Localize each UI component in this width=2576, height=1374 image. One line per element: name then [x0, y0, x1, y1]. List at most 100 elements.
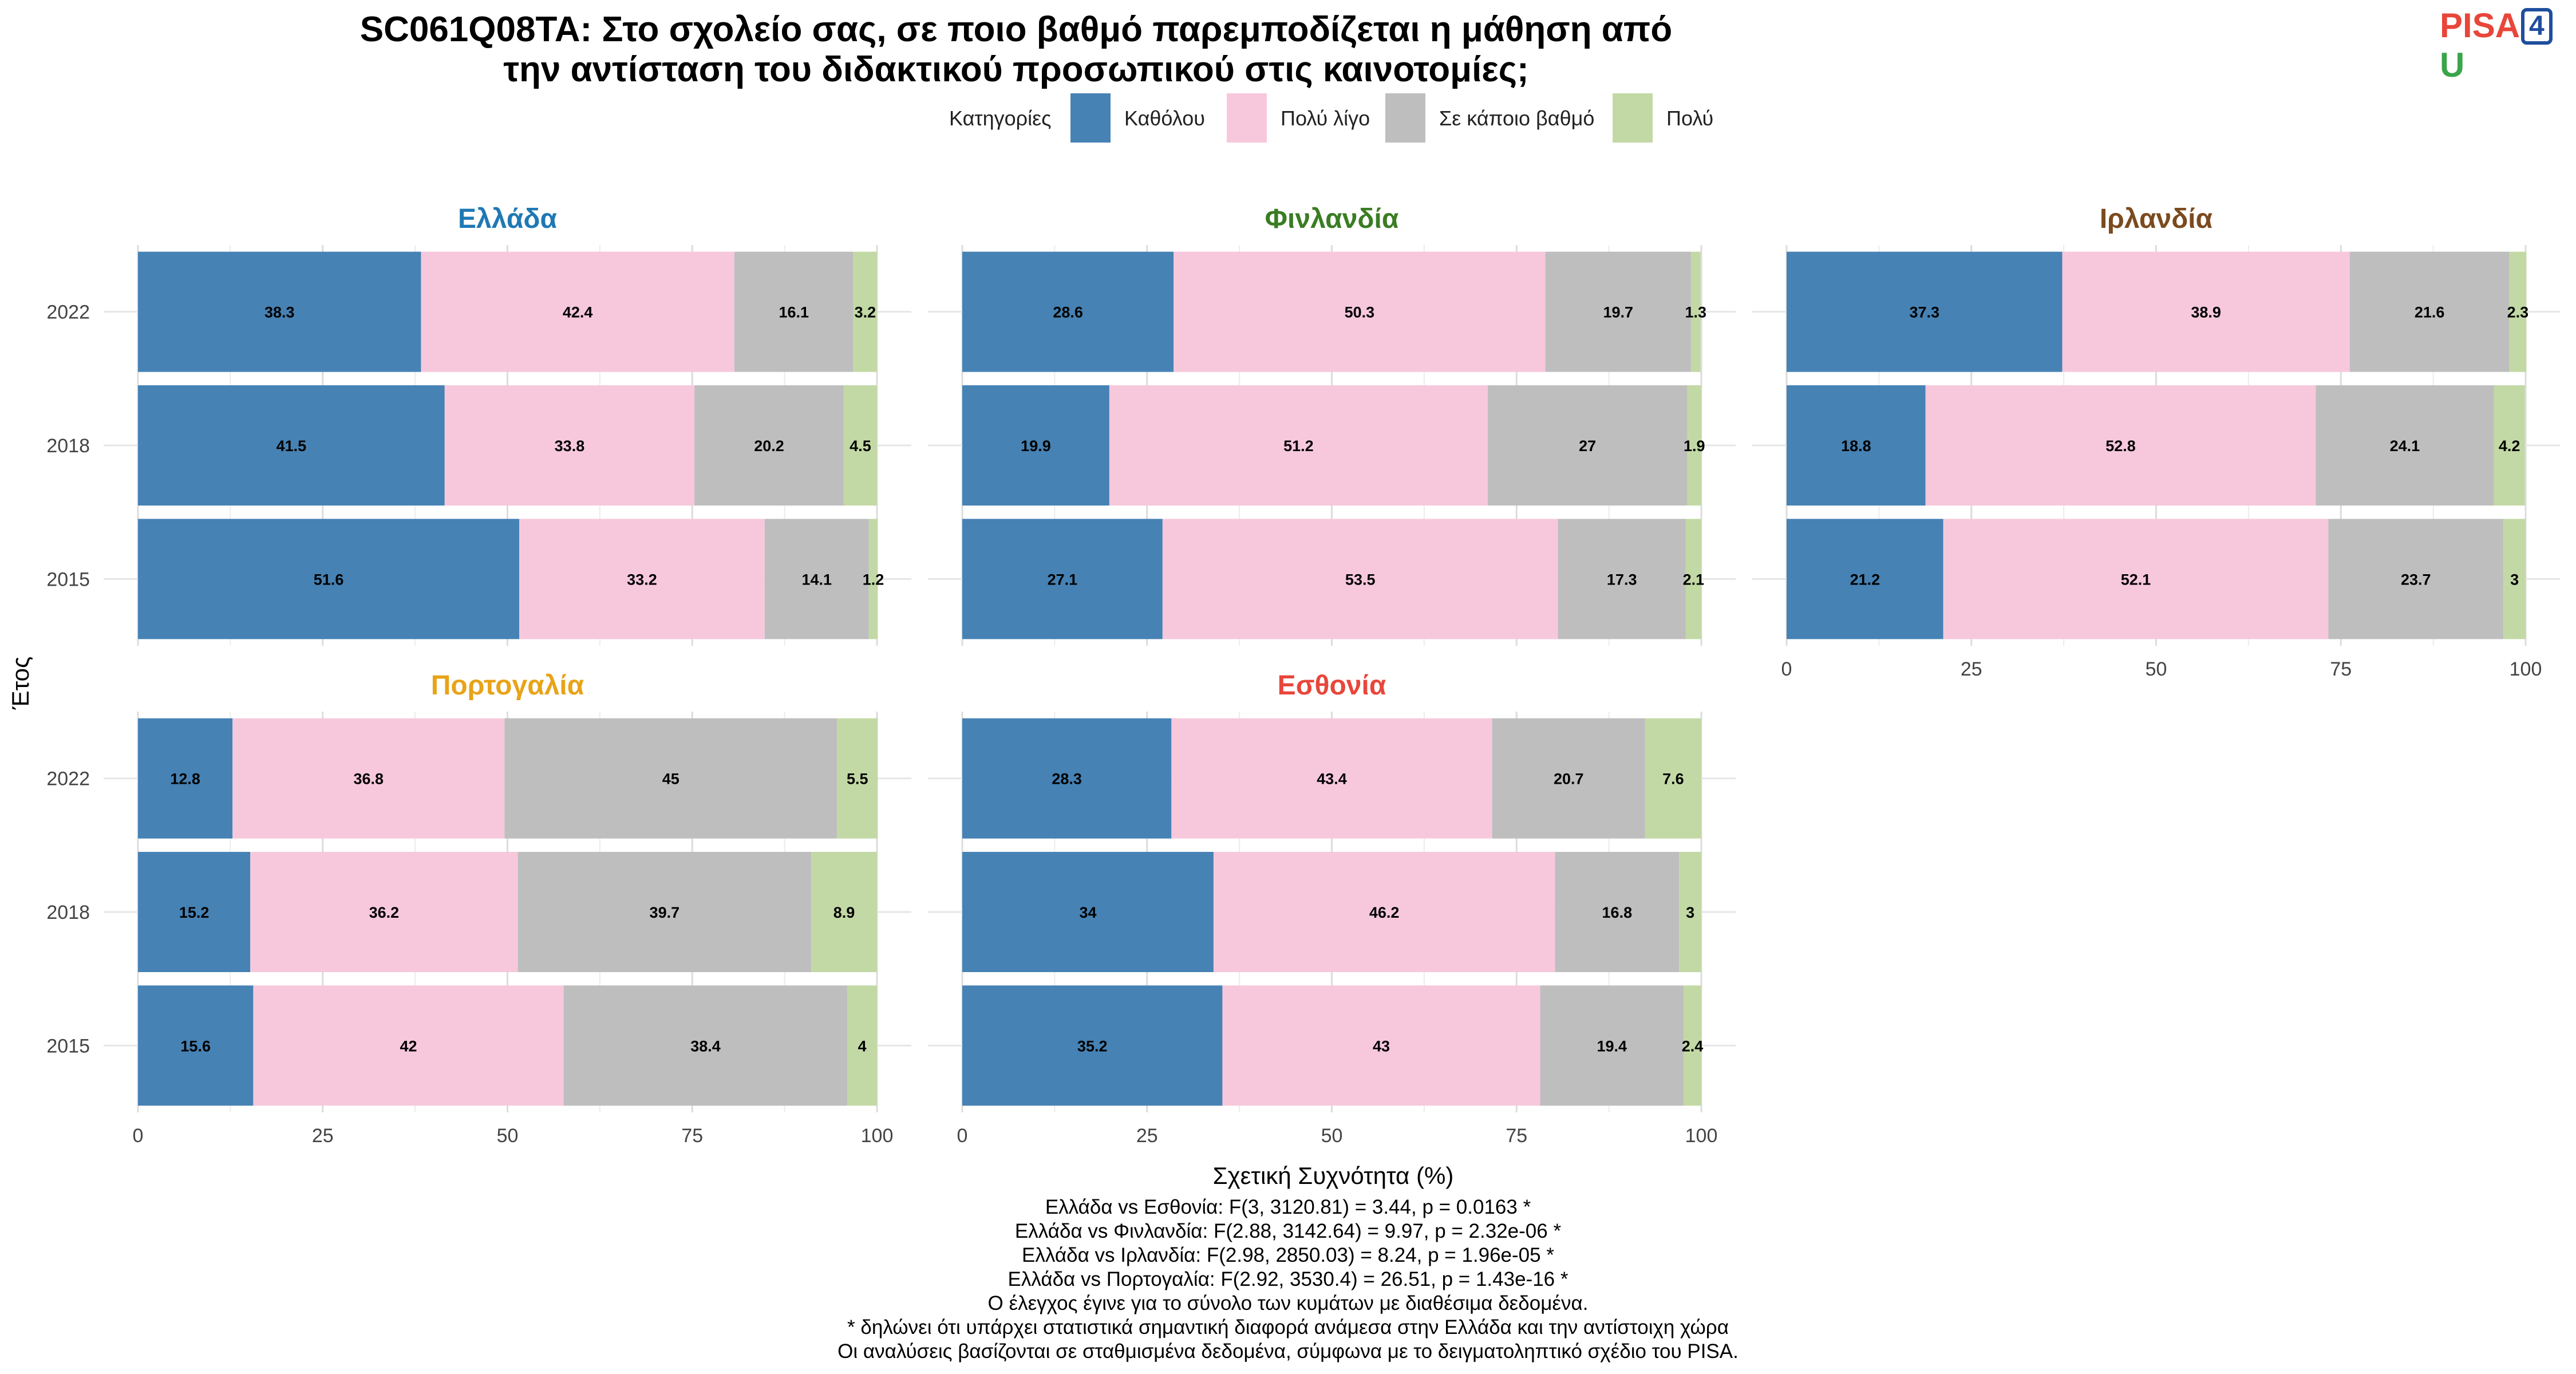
data-label: 21.6 — [2415, 304, 2445, 321]
bar-segment — [2494, 385, 2525, 506]
data-label: 42 — [400, 1037, 417, 1055]
data-label: 2.4 — [1682, 1037, 1704, 1055]
data-label: 33.8 — [555, 437, 585, 455]
bar-segment — [2509, 251, 2527, 372]
data-label: 19.4 — [1597, 1037, 1627, 1055]
x-tick-label: 50 — [2146, 658, 2167, 680]
data-label: 45 — [662, 771, 679, 788]
legend-swatch — [1613, 93, 1653, 143]
panel-title: Εσθονία — [1278, 670, 1386, 701]
bar-segment — [1787, 251, 2063, 372]
bar-segment — [1558, 519, 1686, 639]
bar-segment — [138, 985, 254, 1106]
bar-segment — [853, 251, 877, 372]
bar-segment — [138, 718, 233, 839]
x-tick-label: 25 — [1136, 1125, 1158, 1147]
data-label: 1.2 — [863, 571, 884, 588]
data-label: 51.2 — [1283, 437, 1314, 455]
bar-segment — [1487, 385, 1688, 506]
bar-segment — [962, 985, 1223, 1106]
bar-segment — [138, 519, 520, 639]
bar-segment — [1685, 519, 1701, 639]
y-tick-label: 2015 — [46, 568, 90, 590]
bar-segment — [1687, 385, 1701, 506]
data-label: 41.5 — [276, 437, 307, 455]
bar-segment — [1162, 519, 1558, 639]
footnote-line: Ελλάδα vs Πορτογαλία: F(2.92, 3530.4) = … — [1008, 1268, 1568, 1290]
bar-segment — [421, 251, 734, 372]
bar-segment — [504, 718, 837, 839]
chart-title-line-2: την αντίσταση του διδακτικού προσωπικού … — [503, 50, 1529, 89]
footnote-line: Ελλάδα vs Φινλανδία: F(2.88, 3142.64) = … — [1014, 1220, 1562, 1242]
data-label: 20.7 — [1554, 771, 1584, 788]
data-label: 7.6 — [1662, 771, 1684, 788]
bar-segment — [847, 985, 877, 1106]
data-label: 5.5 — [847, 771, 868, 788]
data-label: 2.3 — [2507, 304, 2529, 321]
bar-segment — [444, 385, 695, 506]
pisa4u-logo: PISA 4 U — [2440, 6, 2576, 85]
legend-title: Κατηγορίες — [949, 106, 1052, 130]
legend-label: Πολύ λίγο — [1281, 106, 1370, 130]
bar-segment — [1787, 385, 1926, 506]
x-tick-label: 25 — [312, 1125, 334, 1147]
data-label: 2.1 — [1683, 571, 1705, 588]
stacked-bar-chart: Κατηγορίες Καθόλου Πολύ λίγο Σε κάποιο βαθμ… — [7, 93, 2560, 1189]
legend-label: Καθόλου — [1124, 106, 1205, 130]
data-label: 4.5 — [850, 437, 871, 455]
logo-text-pisa: PISA — [2440, 6, 2520, 45]
bar-segment — [811, 852, 877, 972]
bar-segment — [250, 852, 518, 972]
logo-text-u: U — [2440, 46, 2465, 84]
footnote-line: Οι αναλύσεις βασίζονται σε σταθμισμένα δ… — [837, 1340, 1739, 1363]
legend-label: Σε κάποιο βαθμό — [1439, 106, 1594, 130]
bar-segment — [1171, 718, 1492, 839]
x-tick-label: 75 — [2330, 658, 2352, 680]
x-tick-label: 100 — [861, 1125, 894, 1147]
y-tick-label: 2015 — [46, 1035, 90, 1057]
y-tick-label: 2022 — [46, 768, 90, 790]
legend-swatch — [1385, 93, 1425, 143]
data-label: 35.2 — [1077, 1037, 1108, 1055]
bar-segment — [1645, 718, 1701, 839]
bar-segment — [2328, 519, 2504, 639]
bar-segment — [1213, 852, 1555, 972]
data-label: 36.8 — [354, 771, 384, 788]
data-label: 12.8 — [170, 771, 200, 788]
data-label: 18.8 — [1841, 437, 1871, 455]
data-label: 15.6 — [180, 1037, 211, 1055]
y-tick-label: 2018 — [46, 902, 90, 923]
data-label: 50.3 — [1345, 304, 1375, 321]
bar-segment — [1109, 385, 1488, 506]
bar-segment — [2349, 251, 2510, 372]
data-label: 43.4 — [1317, 771, 1347, 788]
data-label: 37.3 — [1909, 304, 1939, 321]
data-label: 36.2 — [369, 904, 400, 921]
data-label: 15.2 — [179, 904, 210, 921]
bar-segment — [138, 385, 445, 506]
x-tick-label: 50 — [1321, 1125, 1343, 1147]
bar-segment — [1679, 852, 1701, 972]
x-tick-label: 50 — [497, 1125, 519, 1147]
bar-segment — [1222, 985, 1540, 1106]
x-tick-label: 0 — [957, 1125, 968, 1147]
data-label: 23.7 — [2401, 571, 2431, 588]
bar-segment — [1540, 985, 1684, 1106]
x-tick-label: 0 — [133, 1125, 144, 1147]
data-label: 28.6 — [1053, 304, 1083, 321]
bar-segment — [962, 385, 1109, 506]
panel-title: Πορτογαλία — [431, 670, 584, 701]
legend-label: Πολύ — [1666, 106, 1713, 130]
data-label: 17.3 — [1607, 571, 1637, 588]
x-tick-label: 75 — [1506, 1125, 1527, 1147]
y-tick-label: 2022 — [46, 302, 90, 323]
data-label: 27.1 — [1048, 571, 1078, 588]
data-label: 42.4 — [563, 304, 593, 321]
bar-segment — [1925, 385, 2316, 506]
logo-text-four: 4 — [2521, 8, 2553, 45]
bar-segment — [962, 852, 1214, 972]
data-label: 4.2 — [2499, 437, 2520, 455]
bar-segment — [138, 852, 251, 972]
data-label: 21.2 — [1850, 571, 1880, 588]
data-label: 46.2 — [1369, 904, 1400, 921]
